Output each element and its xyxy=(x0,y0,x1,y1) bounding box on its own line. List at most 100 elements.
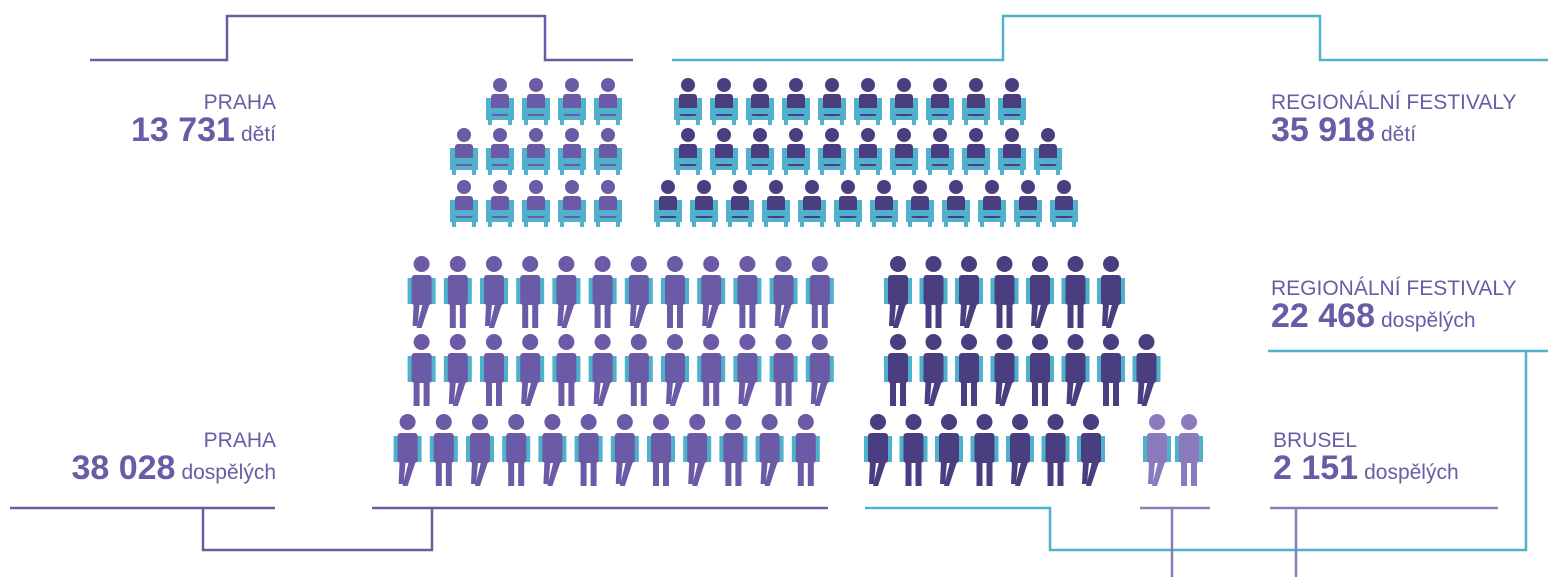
label-number: 22 468 xyxy=(1271,297,1375,335)
seated-person-icon xyxy=(558,128,586,175)
seated-person-icon xyxy=(1014,180,1042,227)
standing-person-icon xyxy=(516,334,545,406)
standing-person-icon xyxy=(697,256,726,328)
seated-person-icon xyxy=(818,128,846,175)
label-place: REGIONÁLNÍ FESTIVALY xyxy=(1271,277,1517,300)
standing-person-icon xyxy=(769,334,798,406)
standing-person-icon xyxy=(1026,334,1054,406)
standing-person-icon xyxy=(574,414,603,486)
standing-person-icon xyxy=(899,414,928,486)
seated-person-icon xyxy=(834,180,862,227)
standing-person-icon xyxy=(864,414,892,486)
label-number: 2 151 xyxy=(1273,449,1359,487)
standing-person-icon xyxy=(661,334,689,406)
seated-person-icon xyxy=(782,78,810,125)
standing-person-icon xyxy=(919,256,948,328)
standing-person-icon xyxy=(1097,256,1125,328)
seated-person-icon xyxy=(594,78,622,125)
seated-person-icon xyxy=(890,128,918,175)
standing-person-icon xyxy=(588,256,617,328)
label-regional-adults: REGIONÁLNÍ FESTIVALY 22 468 dospělých xyxy=(1271,278,1516,333)
standing-person-icon xyxy=(588,334,617,406)
standing-person-icon xyxy=(1006,414,1034,486)
seated-person-icon xyxy=(926,78,954,125)
seated-person-icon xyxy=(870,180,898,227)
label-regional-children: REGIONÁLNÍ FESTIVALY 35 918 dětí xyxy=(1271,92,1516,147)
standing-person-icon xyxy=(429,414,458,486)
seated-person-icon xyxy=(890,78,918,125)
seated-person-icon xyxy=(710,128,738,175)
label-unit: dospělých xyxy=(1381,309,1476,332)
seated-person-icon xyxy=(854,78,882,125)
label-unit: dětí xyxy=(1381,123,1417,146)
seated-person-icon xyxy=(762,180,790,227)
standing-person-icon xyxy=(1143,414,1171,486)
standing-person-icon xyxy=(733,334,762,406)
standing-person-icon xyxy=(935,414,963,486)
standing-person-icon xyxy=(755,414,784,486)
label-number: 13 731 xyxy=(130,111,235,149)
label-place: PRAHA xyxy=(203,91,276,114)
label-number: 38 028 xyxy=(71,449,176,487)
seated-person-icon xyxy=(746,78,774,125)
standing-person-icon xyxy=(919,334,948,406)
standing-person-icon xyxy=(1097,334,1125,406)
standing-person-icon xyxy=(1061,334,1090,406)
seated-person-icon xyxy=(746,128,774,175)
seated-person-icon xyxy=(1050,180,1078,227)
seated-person-icon xyxy=(818,78,846,125)
seated-person-icon xyxy=(962,128,990,175)
standing-person-icon xyxy=(719,414,748,486)
standing-person-icon xyxy=(1132,334,1161,406)
label-unit: dospělých xyxy=(181,461,276,484)
seated-person-icon xyxy=(558,180,586,227)
standing-person-icon xyxy=(955,256,983,328)
seated-person-icon xyxy=(710,78,738,125)
standing-person-icon xyxy=(791,414,820,486)
standing-person-icon xyxy=(502,414,531,486)
seated-person-icon xyxy=(486,78,514,125)
seated-person-icon xyxy=(1034,128,1062,175)
seated-person-icon xyxy=(998,78,1026,125)
seated-person-icon xyxy=(558,78,586,125)
standing-person-icon xyxy=(697,334,726,406)
standing-person-icon xyxy=(1175,414,1203,486)
label-place: PRAHA xyxy=(203,429,276,452)
standing-person-icon xyxy=(480,256,508,328)
standing-person-icon xyxy=(1026,256,1054,328)
standing-person-icon xyxy=(516,256,545,328)
label-praha-children: PRAHA 13 731 dětí xyxy=(131,92,276,147)
seated-person-icon xyxy=(926,128,954,175)
label-unit: dětí xyxy=(240,123,276,146)
label-unit: dospělých xyxy=(1364,461,1459,484)
standing-person-icon xyxy=(805,256,834,328)
seated-person-icon xyxy=(654,180,682,227)
standing-person-icon xyxy=(538,414,567,486)
seated-person-icon xyxy=(674,78,702,125)
seated-person-icon xyxy=(674,128,702,175)
seated-person-icon xyxy=(594,180,622,227)
seated-person-icon xyxy=(726,180,754,227)
standing-person-icon xyxy=(884,334,912,406)
standing-person-icon xyxy=(624,334,653,406)
seated-person-icon xyxy=(978,180,1006,227)
connector-regional-children xyxy=(672,14,1548,62)
seated-person-icon xyxy=(450,180,478,227)
standing-person-icon xyxy=(552,256,581,328)
seated-person-icon xyxy=(854,128,882,175)
seated-person-icon xyxy=(942,180,970,227)
connector-praha-adults xyxy=(201,508,434,552)
standing-person-icon xyxy=(884,256,912,328)
label-brusel-adults: BRUSEL 2 151 dospělých xyxy=(1273,430,1459,485)
label-number: 35 918 xyxy=(1271,111,1375,149)
label-place: REGIONÁLNÍ FESTIVALY xyxy=(1271,91,1517,114)
standing-person-icon xyxy=(683,414,712,486)
standing-person-icon xyxy=(466,414,494,486)
seated-person-icon xyxy=(522,128,550,175)
seated-person-icon xyxy=(522,78,550,125)
seated-person-icon xyxy=(962,78,990,125)
standing-person-icon xyxy=(624,256,653,328)
seated-person-icon xyxy=(450,128,478,175)
